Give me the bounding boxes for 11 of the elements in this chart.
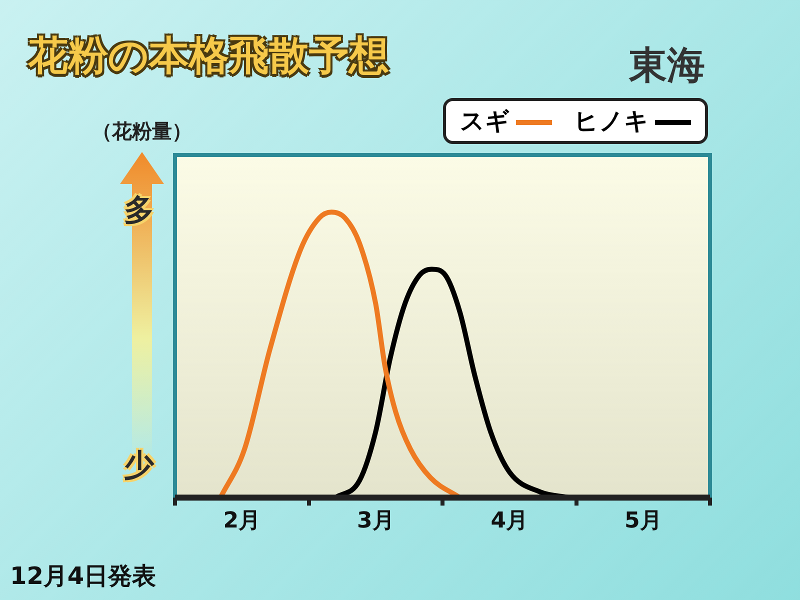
y-axis-title: （花粉量） (92, 118, 192, 145)
x-tick-label: 2月 (223, 508, 261, 534)
x-tick-label: 4月 (490, 508, 528, 534)
x-tick-label: 5月 (624, 508, 662, 534)
x-tick-label: 3月 (356, 508, 394, 534)
chart-title: 花粉の本格飛散予想 (28, 32, 389, 81)
legend-label: スギ (460, 106, 511, 137)
legend-label: ヒノキ (574, 106, 650, 137)
text: 少 (124, 447, 154, 485)
text: 12月4日発表 (10, 561, 156, 592)
chart-subtitle: 東海 (629, 42, 705, 89)
